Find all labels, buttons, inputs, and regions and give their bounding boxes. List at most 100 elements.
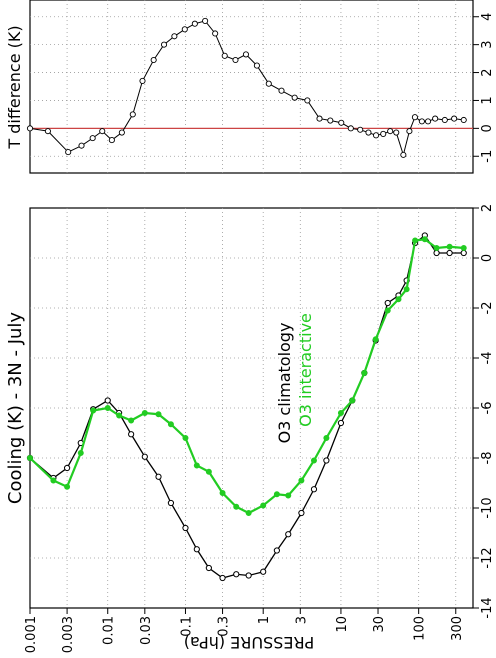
pressure-tick-label: 0.3 xyxy=(217,616,232,637)
cooling-y-tick-label: -4 xyxy=(480,352,495,365)
cooling-y-tick-label: -10 xyxy=(480,497,495,518)
interactive-point xyxy=(412,237,419,244)
cooling-y-tick-label: -6 xyxy=(480,402,495,415)
top-y-tick-label: 1 xyxy=(480,96,495,104)
temperature-difference-point xyxy=(150,56,157,64)
temperature-difference-point xyxy=(347,125,354,132)
top-y-tick-label: 2 xyxy=(480,68,495,76)
temperature-difference-point xyxy=(393,129,400,136)
interactive-point xyxy=(50,477,57,484)
temperature-difference-point xyxy=(78,142,85,149)
top-series-layer xyxy=(26,17,467,158)
temperature-difference-point xyxy=(118,129,125,136)
temperature-difference-chart: -1 0 1 2 3 4 T difference (K) xyxy=(5,0,495,174)
pressure-tick-label: 1 xyxy=(257,616,272,624)
climatology-point xyxy=(104,397,111,404)
interactive-point xyxy=(403,286,410,293)
climatology-point xyxy=(433,249,440,257)
chart-title: Cooling (K) - 3N - July xyxy=(5,312,26,505)
top-y-tick-label: 3 xyxy=(480,41,495,49)
top-y-tick-label: 4 xyxy=(480,13,495,21)
climatology-point xyxy=(141,453,148,460)
temperature-difference-point xyxy=(232,56,239,64)
climatology-point xyxy=(245,572,252,579)
temperature-difference-point xyxy=(202,17,209,24)
pressure-tick-label: 0.01 xyxy=(102,616,117,645)
interactive-point xyxy=(395,296,402,303)
interactive-point xyxy=(260,502,267,509)
cooling-y-tick-label: -12 xyxy=(480,547,495,568)
cooling-y-tick-label: 0 xyxy=(480,254,495,262)
temperature-difference-point xyxy=(327,117,334,124)
cooling-y-tick-label: -2 xyxy=(480,302,495,315)
climatology-point xyxy=(233,571,240,578)
temperature-difference-point xyxy=(181,26,188,33)
interactive-point xyxy=(141,409,148,416)
interactive-point xyxy=(26,454,33,461)
temperature-difference-point xyxy=(304,97,311,104)
pressure-tick-label: 3 xyxy=(294,616,309,624)
temperature-difference-point xyxy=(265,80,272,87)
pressure-tick-label: 30 xyxy=(372,616,387,633)
interactive-point xyxy=(245,509,252,516)
climatology-point xyxy=(182,524,189,532)
top-y-tick-label: 0 xyxy=(480,124,495,132)
temperature-difference-point xyxy=(441,116,448,124)
temperature-difference-point xyxy=(212,30,219,37)
interactive-point xyxy=(384,307,391,314)
climatology-point xyxy=(285,531,292,538)
climatology-point xyxy=(460,249,467,257)
top-plot-frame xyxy=(29,0,474,174)
climatology-point xyxy=(205,564,212,572)
cooling-y-tick-label: -14 xyxy=(480,597,495,618)
climatology-point xyxy=(167,499,175,507)
interactive-point xyxy=(116,412,123,419)
temperature-difference-point xyxy=(44,128,51,135)
interactive-point xyxy=(323,434,330,441)
interactive-point xyxy=(433,244,440,251)
interactive-line xyxy=(29,238,464,515)
climatology-point xyxy=(298,509,305,517)
interactive-point xyxy=(155,411,162,418)
climatology-point xyxy=(193,546,200,553)
temperature-difference-point xyxy=(424,118,432,125)
climatology-point xyxy=(446,249,453,257)
temperature-difference-point xyxy=(373,132,380,139)
climatology-point xyxy=(310,486,318,493)
climatology-point xyxy=(323,457,330,464)
cooling-rate-chart: -14-12-10-8-6-4-202 0.001 0.003 0.01 0.03 0.… xyxy=(5,204,495,653)
interactive-point xyxy=(337,409,344,416)
temperature-difference-point xyxy=(26,125,34,132)
temperature-difference-point xyxy=(316,115,323,122)
climatology-point xyxy=(128,431,135,438)
temperature-difference-point xyxy=(191,20,198,27)
interactive-point xyxy=(90,407,97,414)
interactive-point xyxy=(167,421,174,428)
temperature-difference-point xyxy=(406,128,413,135)
interactive-point xyxy=(446,243,453,250)
temperature-difference-point xyxy=(418,118,425,125)
interactive-point xyxy=(104,404,111,411)
temperature-difference-point xyxy=(380,130,387,137)
interactive-point xyxy=(193,462,200,469)
interactive-point xyxy=(205,468,212,475)
pressure-tick-label: 0.003 xyxy=(61,616,76,653)
pressure-tick-label: 10 xyxy=(335,616,350,633)
temperature-difference-point xyxy=(365,129,372,136)
temperature-difference-line xyxy=(29,20,464,157)
climatology-point xyxy=(260,568,267,575)
temperature-difference-point xyxy=(221,52,228,59)
interactive-point xyxy=(273,491,280,498)
pressure-tick-label: 0.03 xyxy=(139,616,154,645)
pressure-tick-label: 100 xyxy=(413,616,428,641)
temperature-difference-point xyxy=(432,115,439,122)
temperature-difference-point xyxy=(160,41,168,48)
temperature-difference-point xyxy=(411,114,418,121)
temperature-difference-point xyxy=(253,62,260,69)
temperature-difference-point xyxy=(451,115,458,122)
interactive-point xyxy=(219,489,226,496)
cooling-y-tick-label: -8 xyxy=(480,452,495,465)
temperature-difference-point xyxy=(460,116,467,124)
climatology-line xyxy=(29,234,464,579)
